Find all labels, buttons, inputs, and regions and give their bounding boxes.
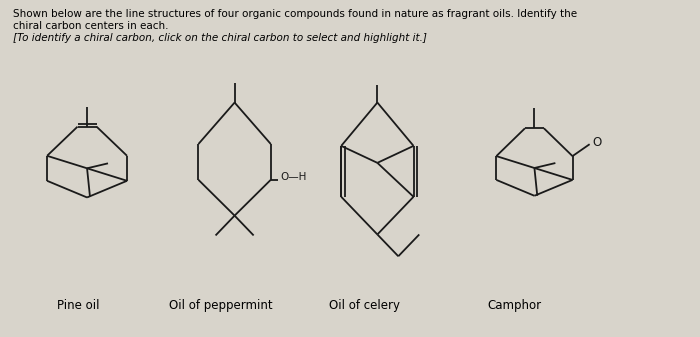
Text: O—H: O—H: [280, 172, 307, 182]
Text: Oil of celery: Oil of celery: [329, 299, 400, 312]
Text: Pine oil: Pine oil: [57, 299, 99, 312]
Text: O: O: [592, 136, 602, 149]
Text: Shown below are the line structures of four organic compounds found in nature as: Shown below are the line structures of f…: [13, 9, 577, 19]
Text: chiral carbon centers in each.: chiral carbon centers in each.: [13, 21, 168, 31]
Text: Oil of peppermint: Oil of peppermint: [169, 299, 273, 312]
Text: [To identify a chiral carbon, click on the chiral carbon to select and highlight: [To identify a chiral carbon, click on t…: [13, 33, 427, 43]
Text: Camphor: Camphor: [487, 299, 542, 312]
